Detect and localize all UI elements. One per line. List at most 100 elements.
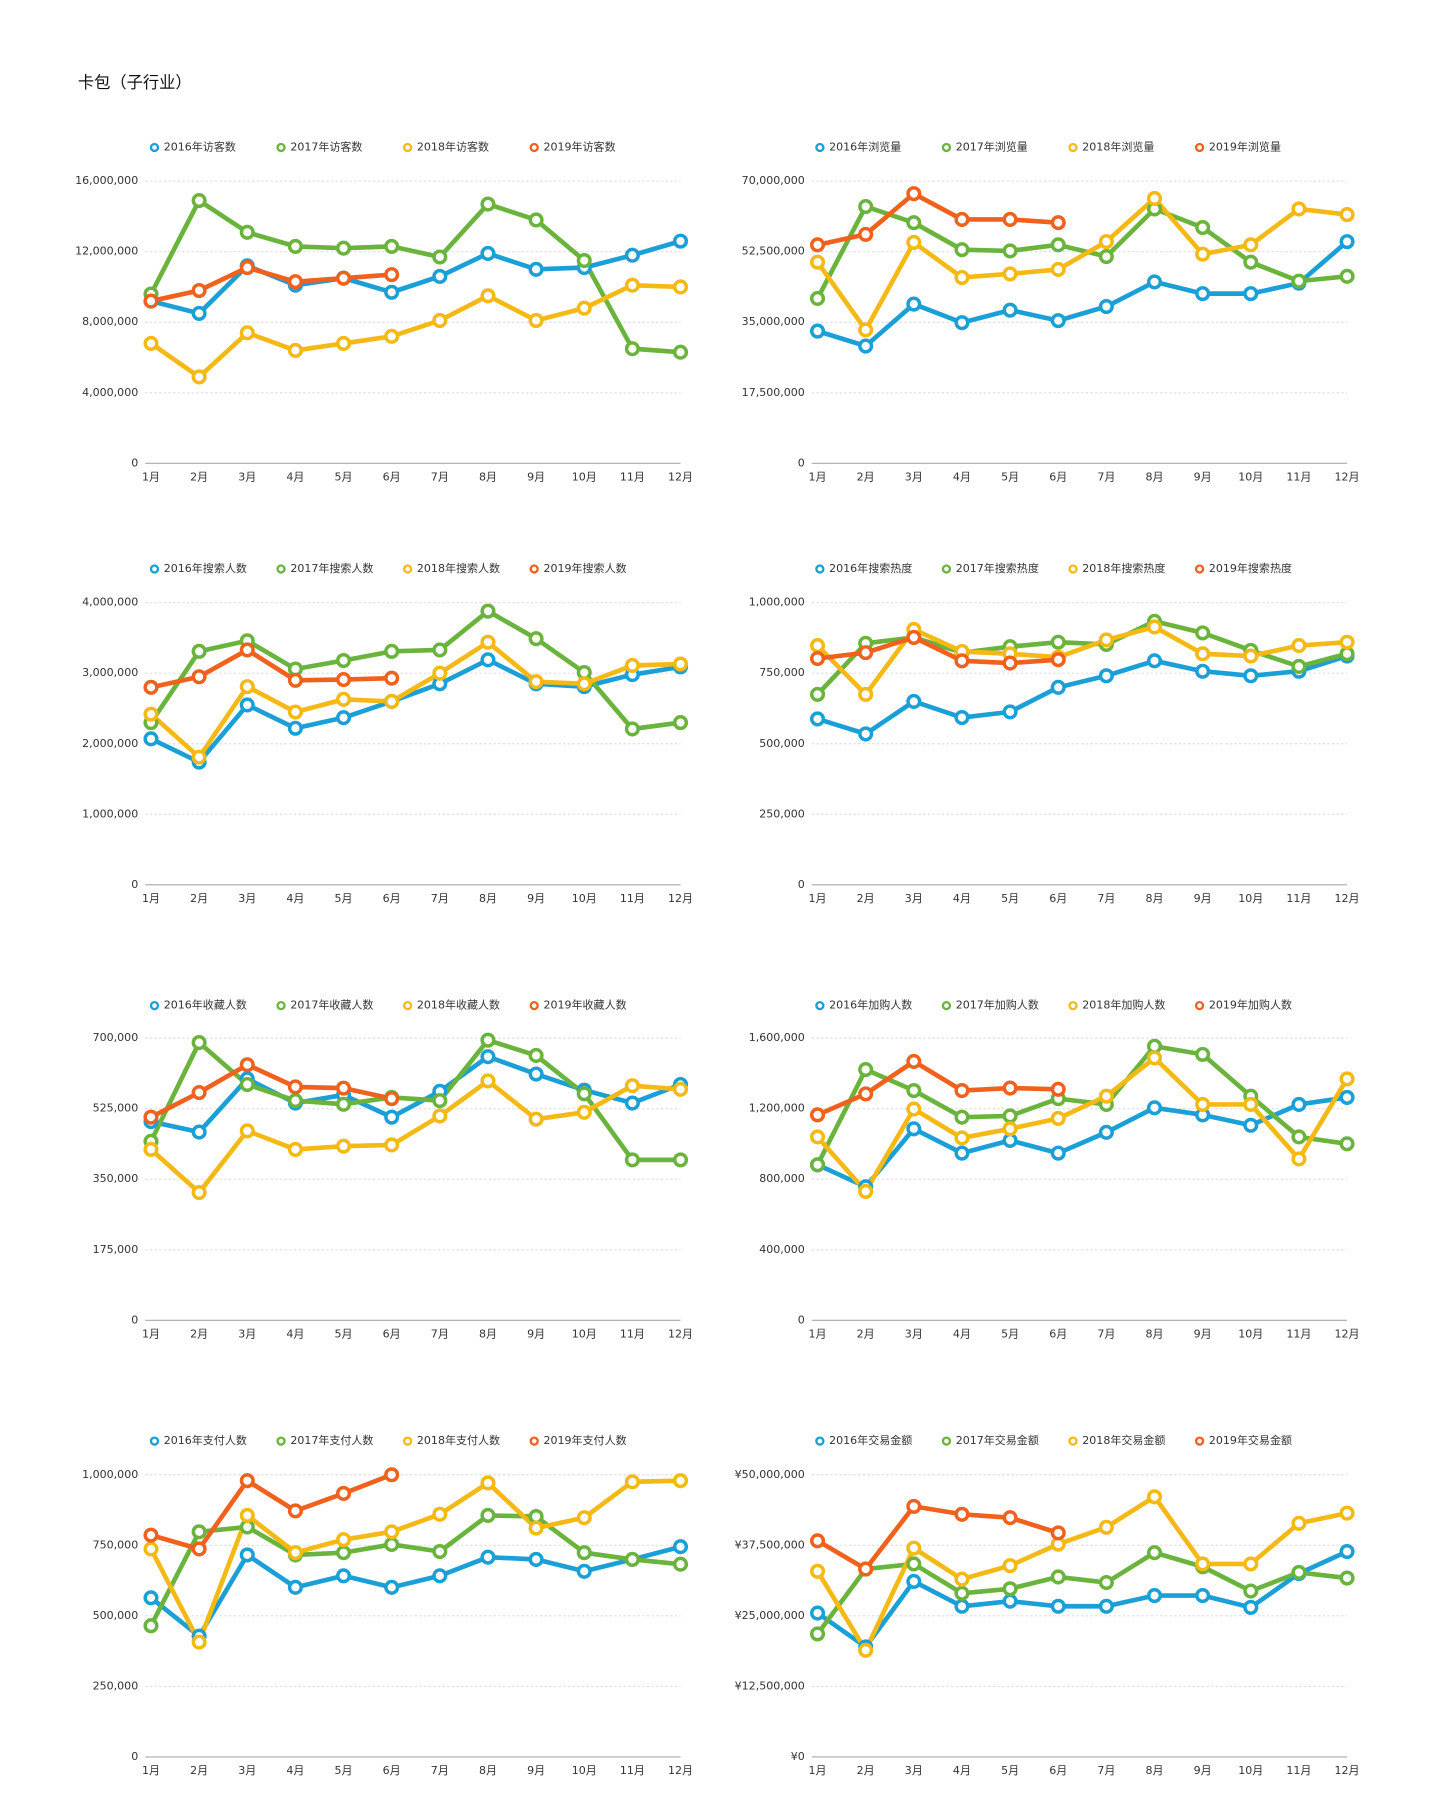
data-point bbox=[480, 1073, 496, 1089]
legend-label: 2018年访客数 bbox=[417, 139, 489, 153]
x-tick-label: 4月 bbox=[286, 470, 304, 483]
x-tick-label: 7月 bbox=[431, 470, 449, 483]
x-tick-label: 6月 bbox=[1049, 1327, 1067, 1340]
data-point bbox=[858, 1642, 874, 1658]
legend-label: 2016年访客数 bbox=[164, 139, 236, 153]
legend-marker bbox=[402, 564, 413, 574]
data-point bbox=[1243, 1117, 1259, 1133]
data-point bbox=[1002, 243, 1018, 259]
y-tick-label: 400,000 bbox=[759, 1243, 805, 1256]
data-point bbox=[191, 305, 207, 321]
data-point bbox=[809, 1107, 826, 1123]
legend-marker bbox=[815, 142, 825, 153]
legend-marker bbox=[1068, 1436, 1078, 1446]
data-point bbox=[239, 1123, 255, 1139]
data-point bbox=[480, 603, 496, 619]
data-point bbox=[1146, 1545, 1163, 1561]
legend-label: 2018年支付人数 bbox=[417, 1433, 500, 1447]
x-tick-label: 11月 bbox=[1286, 470, 1311, 483]
legend-label: 2016年收藏人数 bbox=[164, 998, 247, 1012]
data-point bbox=[672, 1473, 689, 1489]
data-point bbox=[1050, 1598, 1066, 1614]
series-line bbox=[817, 635, 1059, 666]
data-point bbox=[336, 240, 352, 256]
x-tick-label: 12月 bbox=[1335, 470, 1360, 483]
data-point bbox=[287, 1079, 303, 1095]
data-point bbox=[336, 335, 352, 351]
x-tick-label: 3月 bbox=[905, 470, 923, 483]
x-tick-label: 11月 bbox=[620, 470, 645, 483]
legend-marker bbox=[941, 1436, 952, 1446]
data-point bbox=[858, 726, 874, 742]
data-point bbox=[1050, 1569, 1066, 1585]
y-tick-label: 1,000,000 bbox=[82, 807, 138, 820]
x-tick-label: 4月 bbox=[953, 470, 971, 483]
data-point bbox=[624, 1078, 640, 1094]
x-tick-label: 11月 bbox=[620, 892, 645, 905]
legend-marker bbox=[276, 142, 286, 153]
data-point bbox=[1146, 1050, 1163, 1066]
data-point bbox=[480, 652, 496, 668]
data-point bbox=[1291, 1096, 1307, 1112]
data-point bbox=[1243, 648, 1259, 664]
legend-label: 2019年搜索人数 bbox=[543, 561, 626, 575]
data-point bbox=[1002, 211, 1018, 227]
data-point bbox=[1339, 207, 1355, 223]
data-point bbox=[143, 1109, 159, 1125]
data-point bbox=[906, 186, 922, 202]
series-line bbox=[816, 239, 1349, 349]
data-point bbox=[336, 1138, 352, 1154]
data-point bbox=[954, 211, 970, 227]
series-line bbox=[148, 1037, 681, 1163]
legend-label: 2017年访客数 bbox=[290, 139, 362, 153]
data-point bbox=[1002, 1510, 1018, 1526]
legend-label: 2016年浏览量 bbox=[829, 139, 901, 153]
data-point bbox=[954, 315, 970, 331]
x-tick-label: 9月 bbox=[527, 1764, 545, 1777]
legend-label: 2016年搜索人数 bbox=[164, 561, 247, 575]
data-point bbox=[528, 261, 544, 277]
data-point bbox=[809, 237, 826, 253]
data-point bbox=[1243, 286, 1259, 302]
data-point bbox=[191, 669, 207, 685]
data-point bbox=[954, 709, 970, 726]
legend-label: 2017年收藏人数 bbox=[290, 998, 373, 1012]
legend-marker bbox=[815, 1436, 825, 1446]
x-tick-label: 1月 bbox=[809, 470, 827, 483]
data-point bbox=[1002, 266, 1018, 282]
legend-label: 2017年支付人数 bbox=[290, 1433, 373, 1447]
series-line bbox=[149, 282, 681, 380]
x-tick-label: 6月 bbox=[1049, 1764, 1067, 1777]
legend-marker bbox=[149, 1436, 160, 1446]
data-point bbox=[954, 653, 970, 669]
data-point bbox=[287, 1141, 303, 1157]
legend-marker bbox=[529, 1436, 539, 1446]
y-tick-label: 0 bbox=[131, 456, 138, 469]
data-point bbox=[239, 642, 255, 658]
data-point bbox=[287, 704, 303, 720]
y-tick-label: 500,000 bbox=[93, 1609, 139, 1622]
data-point bbox=[143, 1590, 159, 1606]
data-point bbox=[384, 267, 400, 283]
data-point bbox=[672, 1556, 689, 1572]
data-point bbox=[480, 634, 496, 650]
legend-label: 2017年浏览量 bbox=[956, 139, 1028, 153]
series-line bbox=[815, 1055, 1350, 1194]
series-line bbox=[148, 198, 681, 355]
x-tick-label: 8月 bbox=[479, 1764, 497, 1777]
data-point bbox=[576, 1545, 592, 1561]
data-point bbox=[191, 369, 207, 385]
series-line bbox=[815, 624, 1348, 697]
data-point bbox=[672, 715, 689, 731]
series-line bbox=[150, 1054, 682, 1135]
legend-marker bbox=[1068, 1000, 1078, 1011]
y-tick-label: 0 bbox=[798, 878, 805, 891]
x-tick-label: 11月 bbox=[1286, 1327, 1311, 1340]
data-point bbox=[432, 1506, 448, 1522]
data-point bbox=[239, 1057, 255, 1073]
data-point bbox=[432, 665, 448, 681]
y-tick-label: 0 bbox=[798, 456, 805, 469]
legend-marker bbox=[941, 142, 952, 153]
data-point bbox=[336, 672, 352, 688]
page-title: 卡包（子行业） bbox=[78, 73, 192, 92]
